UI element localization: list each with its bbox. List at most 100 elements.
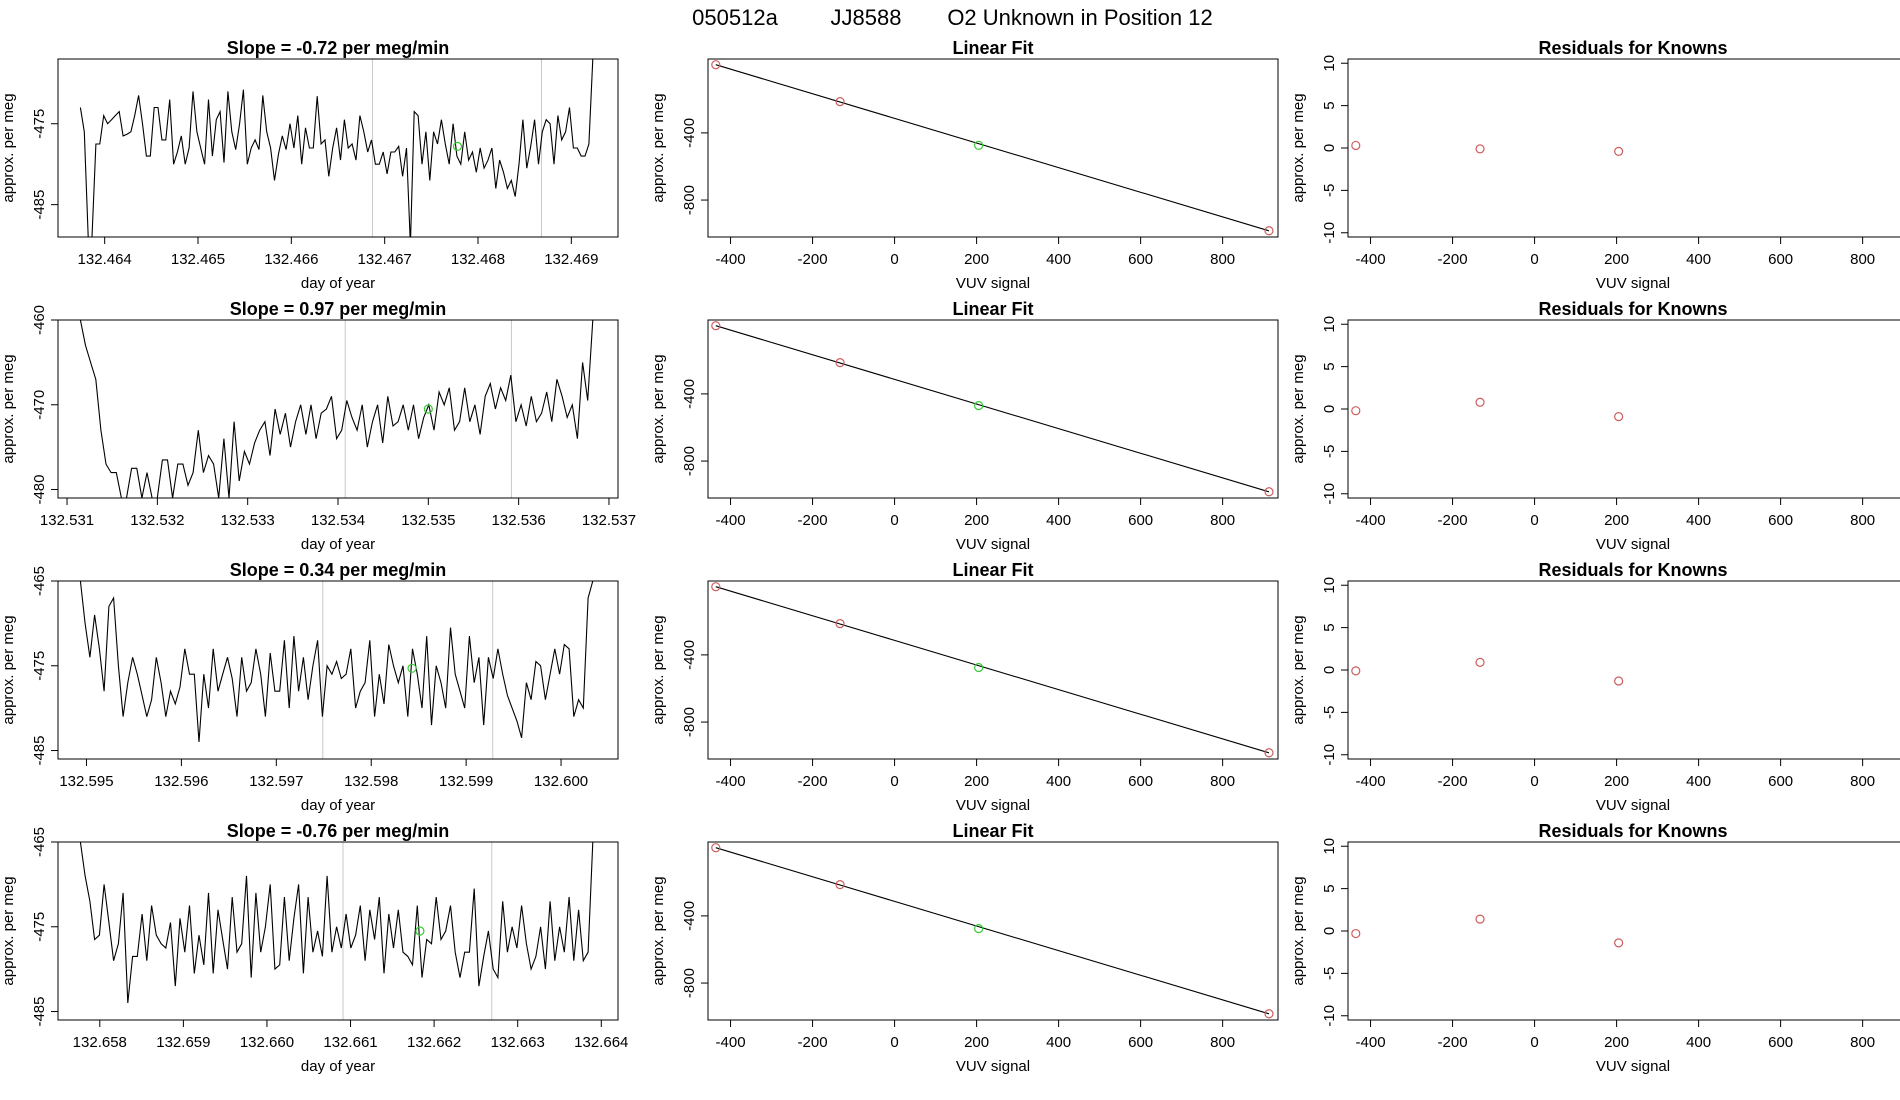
x-tick-label: -400 — [716, 773, 746, 790]
x-axis-label: day of year — [301, 536, 375, 553]
x-tick-label: -400 — [716, 251, 746, 268]
chart-panel: Residuals for Knowns VUV signal approx. pe… — [1290, 38, 1900, 292]
x-tick-label: 200 — [1604, 512, 1629, 529]
y-tick-label: -800 — [681, 968, 698, 998]
signal-trace-line — [79, 59, 594, 237]
plot-area — [79, 581, 594, 759]
plot-frame — [57, 58, 619, 238]
header-description: O2 Unknown in Position 12 — [947, 5, 1212, 30]
chart-panel: Residuals for Knowns VUV signal approx. pe… — [1290, 299, 1900, 553]
x-tick-label: 132.468 — [451, 251, 505, 268]
residual-point-marker — [1475, 144, 1485, 154]
x-tick-label: 200 — [964, 512, 989, 529]
y-tick-label: -465 — [31, 566, 48, 596]
y-axis-label: approx. per meg — [650, 615, 667, 724]
chart-title: Residuals for Knowns — [1538, 560, 1727, 580]
chart-title: Linear Fit — [952, 560, 1033, 580]
signal-trace-line — [79, 842, 594, 1004]
y-tick-label: -10 — [1321, 222, 1338, 244]
x-tick-label: -200 — [1438, 1034, 1468, 1051]
y-tick-label: 5 — [1321, 101, 1338, 109]
x-tick-label: 600 — [1128, 773, 1153, 790]
x-axis-label: VUV signal — [956, 536, 1030, 553]
x-tick-label: 600 — [1128, 251, 1153, 268]
x-axis-label: VUV signal — [1596, 1058, 1670, 1075]
x-tick-label: 400 — [1046, 1034, 1071, 1051]
residual-point-marker — [1475, 657, 1485, 667]
x-tick-label: -400 — [1356, 1034, 1386, 1051]
x-tick-label: 400 — [1686, 773, 1711, 790]
y-axis-label: approx. per meg — [1290, 876, 1307, 985]
x-tick-label: -400 — [716, 1034, 746, 1051]
y-tick-label: 5 — [1321, 362, 1338, 370]
chart-panel: Residuals for Knowns VUV signal approx. pe… — [1290, 560, 1900, 814]
x-tick-label: 600 — [1768, 1034, 1793, 1051]
y-axis-label: approx. per meg — [0, 93, 17, 202]
y-tick-label: 10 — [1321, 316, 1338, 333]
header-run-id: 050512a — [692, 5, 778, 30]
chart-panels: Slope = -0.72 per meg/min day of year appr… — [0, 38, 1900, 1075]
y-tick-label: 10 — [1321, 838, 1338, 855]
x-tick-label: 0 — [890, 251, 898, 268]
x-axis-label: VUV signal — [956, 1058, 1030, 1075]
plot-frame — [1347, 58, 1900, 238]
chart-panel: Linear Fit VUV signal approx. per meg -400 -… — [650, 38, 1279, 292]
chart-title: Residuals for Knowns — [1538, 38, 1727, 58]
y-tick-label: -485 — [31, 736, 48, 766]
x-tick-label: 400 — [1046, 251, 1071, 268]
x-axis-label: day of year — [301, 797, 375, 814]
x-tick-label: 200 — [964, 251, 989, 268]
chart-title: Residuals for Knowns — [1538, 821, 1727, 841]
x-tick-label: -400 — [1356, 251, 1386, 268]
x-tick-label: 0 — [1530, 251, 1538, 268]
y-axis-label: approx. per meg — [0, 876, 17, 985]
fit-line — [715, 586, 1270, 754]
x-tick-label: 132.659 — [156, 1034, 210, 1051]
y-tick-label: -400 — [681, 640, 698, 670]
x-tick-label: 200 — [1604, 251, 1629, 268]
plot-area — [711, 582, 1274, 758]
y-axis-label: approx. per meg — [0, 615, 17, 724]
x-tick-label: 200 — [1604, 1034, 1629, 1051]
known-point-marker — [1264, 487, 1274, 497]
plot-frame — [1347, 319, 1900, 499]
chart-title: Linear Fit — [952, 299, 1033, 319]
fit-line — [715, 325, 1270, 493]
known-point-marker — [835, 97, 845, 107]
y-axis-label: approx. per meg — [1290, 93, 1307, 202]
x-tick-label: -200 — [798, 773, 828, 790]
x-tick-label: 400 — [1686, 512, 1711, 529]
y-axis-label: approx. per meg — [1290, 615, 1307, 724]
residual-point-marker — [1614, 412, 1624, 422]
chart-panel: Residuals for Knowns VUV signal approx. pe… — [1290, 821, 1900, 1075]
x-tick-label: 800 — [1850, 1034, 1875, 1051]
x-tick-label: 132.599 — [439, 773, 493, 790]
x-tick-label: 800 — [1210, 773, 1235, 790]
x-tick-label: 132.534 — [311, 512, 365, 529]
x-tick-label: 132.598 — [344, 773, 398, 790]
plot-area — [79, 842, 594, 1020]
x-tick-label: 132.596 — [154, 773, 208, 790]
x-tick-label: 600 — [1768, 773, 1793, 790]
plot-area — [1351, 397, 1624, 422]
y-tick-label: -470 — [31, 390, 48, 420]
x-tick-label: 400 — [1046, 512, 1071, 529]
header-tank-id: JJ8588 — [831, 5, 902, 30]
unknown-point-marker — [974, 401, 984, 411]
signal-trace-line — [79, 581, 594, 743]
plot-frame — [57, 580, 619, 760]
x-tick-label: 132.465 — [171, 251, 225, 268]
known-point-marker — [711, 843, 721, 853]
x-tick-label: 800 — [1850, 251, 1875, 268]
known-point-marker — [711, 60, 721, 70]
chart-title: Linear Fit — [952, 38, 1033, 58]
x-tick-label: -200 — [798, 251, 828, 268]
y-tick-label: 10 — [1321, 55, 1338, 72]
x-tick-label: 132.537 — [582, 512, 636, 529]
x-tick-label: 600 — [1128, 1034, 1153, 1051]
x-tick-label: 800 — [1210, 251, 1235, 268]
y-tick-label: -10 — [1321, 483, 1338, 505]
chart-title: Slope = 0.34 per meg/min — [230, 560, 447, 580]
x-tick-label: 800 — [1210, 1034, 1235, 1051]
residual-point-marker — [1614, 146, 1624, 156]
